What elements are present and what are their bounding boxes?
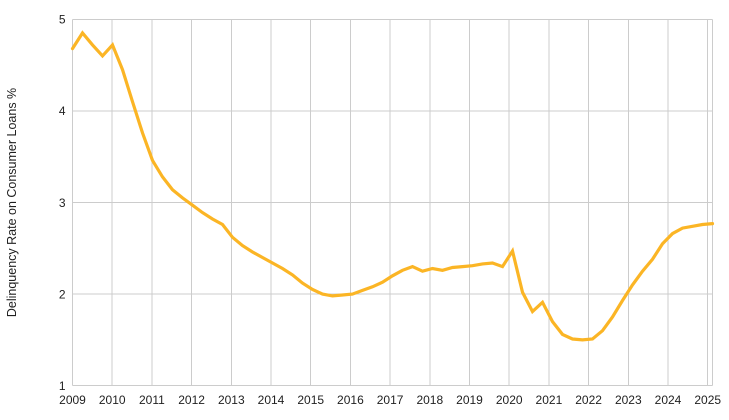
x-tick-label: 2024 — [655, 393, 682, 407]
x-tick-label: 2010 — [99, 393, 126, 407]
x-tick-label: 2009 — [59, 393, 86, 407]
y-tick-label: 3 — [59, 196, 66, 210]
x-tick-label: 2022 — [575, 393, 602, 407]
x-tick-label: 2020 — [496, 393, 523, 407]
y-tick-label: 5 — [59, 13, 66, 27]
y-tick-label: 2 — [59, 287, 66, 301]
x-tick-label: 2025 — [694, 393, 721, 407]
x-tick-label: 2013 — [218, 393, 245, 407]
y-axis-title: Delinquency Rate on Consumer Loans % — [5, 88, 19, 317]
x-tick-label: 2017 — [377, 393, 404, 407]
axis-labels-group: 1 2 3 4 5 2009 2010 2011 2012 2013 2014 2015 2016 201… — [59, 13, 722, 407]
delinquency-rate-line — [70, 30, 715, 342]
y-tick-label: 1 — [59, 379, 66, 393]
x-tick-label: 2012 — [178, 393, 205, 407]
x-tick-label: 2019 — [456, 393, 483, 407]
y-tick-label: 4 — [59, 104, 66, 118]
x-tick-label: 2023 — [615, 393, 642, 407]
series-group — [70, 30, 715, 342]
x-tick-label: 2015 — [297, 393, 324, 407]
x-tick-label: 2014 — [258, 393, 285, 407]
gridlines-group — [72, 18, 713, 387]
x-tick-label: 2021 — [536, 393, 563, 407]
x-tick-label: 2018 — [416, 393, 443, 407]
x-tick-label: 2011 — [139, 393, 165, 407]
x-tick-label: 2016 — [337, 393, 364, 407]
